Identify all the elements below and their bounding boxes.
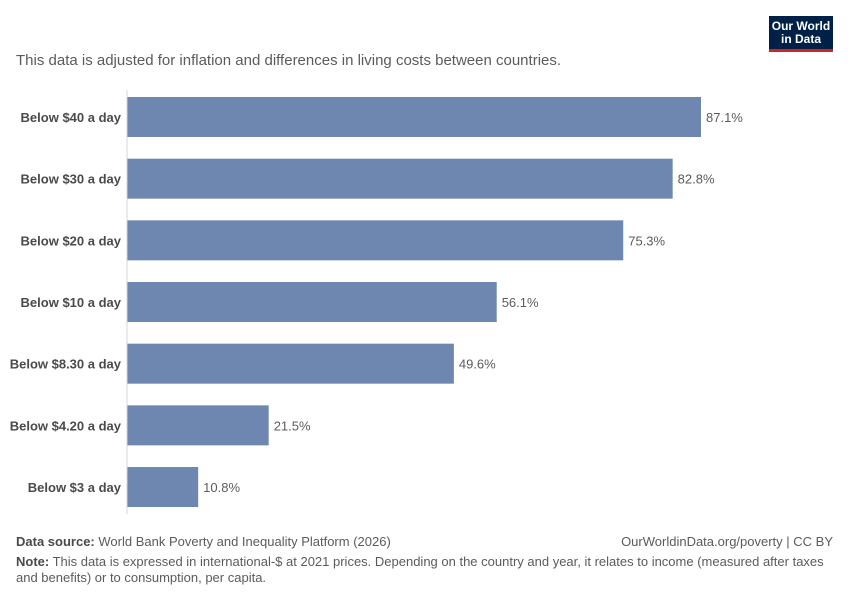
bar[interactable] xyxy=(127,282,497,323)
category-label: Below $40 a day xyxy=(21,110,122,125)
chart-subtitle: This data is adjusted for inflation and … xyxy=(16,52,562,69)
category-label: Below $3 a day xyxy=(28,480,122,495)
value-label: 10.8% xyxy=(203,480,240,495)
bar[interactable] xyxy=(127,405,269,446)
data-source: Data source: World Bank Poverty and Ineq… xyxy=(16,534,391,549)
category-label: Below $4.20 a day xyxy=(10,418,122,433)
bar-chart: Below $40 a day 87.1% Below $30 a day 82.8%… xyxy=(10,90,743,514)
category-label: Below $10 a day xyxy=(21,295,122,310)
category-label: Below $8.30 a day xyxy=(10,357,122,372)
bar[interactable] xyxy=(127,467,199,508)
note-label: Note: xyxy=(16,554,50,569)
bar[interactable] xyxy=(127,220,624,261)
value-label: 49.6% xyxy=(459,357,496,372)
footnote: Note: This data is expressed in internat… xyxy=(16,554,826,586)
owid-logo[interactable]: Our World in Data xyxy=(769,16,833,52)
logo-line-2: in Data xyxy=(780,32,821,46)
note-text: This data is expressed in international-… xyxy=(16,554,824,585)
logo-line-1: Our World xyxy=(771,19,831,33)
bar[interactable] xyxy=(127,97,701,137)
value-label: 82.8% xyxy=(678,172,715,187)
category-label: Below $30 a day xyxy=(21,172,122,187)
value-label: 87.1% xyxy=(706,110,743,125)
category-label: Below $20 a day xyxy=(21,233,122,248)
data-source-label: Data source: xyxy=(16,534,95,549)
credit-link[interactable]: OurWorldinData.org/poverty | CC BY xyxy=(621,534,833,549)
data-source-text[interactable]: World Bank Poverty and Inequality Platfo… xyxy=(98,534,391,549)
bar[interactable] xyxy=(127,343,454,384)
value-label: 75.3% xyxy=(628,233,665,248)
value-label: 56.1% xyxy=(502,295,539,310)
value-label: 21.5% xyxy=(274,418,311,433)
bar[interactable] xyxy=(127,158,673,199)
